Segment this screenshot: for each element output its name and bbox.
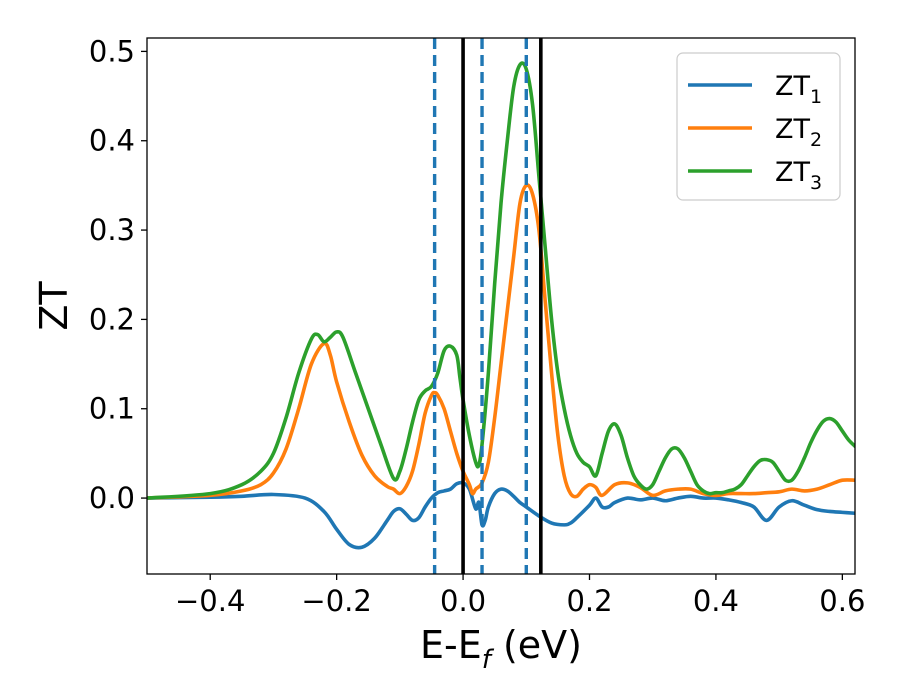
legend-label-1: ZT1 (775, 71, 822, 108)
x-axis-label-base: E-E (420, 623, 482, 667)
plot-frame (146, 37, 856, 575)
y-tick-label: 0.1 (89, 392, 135, 426)
x-axis-label: E-Ef (eV) (420, 623, 582, 675)
x-tick-label: −0.4 (175, 584, 245, 618)
series-line-1 (147, 480, 855, 550)
legend-label-base: ZT (775, 71, 810, 102)
x-tick-label: 0.0 (440, 584, 486, 618)
legend-label-base: ZT (775, 114, 810, 145)
y-tick-label: 0.2 (89, 302, 135, 336)
y-tick-label: 0.3 (89, 213, 135, 247)
legend-label-subscript: 2 (810, 129, 822, 151)
legend-label-base: ZT (775, 157, 810, 188)
legend-box (676, 52, 841, 201)
legend-label-subscript: 1 (810, 86, 822, 108)
legend-label-2: ZT2 (775, 114, 822, 151)
legend-label-subscript: 3 (810, 172, 822, 194)
x-axis-ticks: −0.4 −0.2 0.0 0.2 0.4 0.6 (175, 574, 865, 618)
x-axis-label-unit: (eV) (491, 623, 582, 667)
series-layer (147, 61, 855, 550)
y-axis-ticks: 0.0 0.1 0.2 0.3 0.4 0.5 (89, 34, 147, 515)
series-line-2 (147, 183, 855, 500)
y-axis-label: ZT (32, 281, 76, 331)
x-tick-label: 0.2 (566, 584, 612, 618)
y-tick-label: 0.5 (89, 34, 135, 68)
x-tick-label: 0.4 (693, 584, 739, 618)
y-tick-label: 0.0 (89, 481, 135, 515)
legend-label-3: ZT3 (775, 157, 822, 194)
x-tick-label: 0.6 (819, 584, 865, 618)
y-tick-label: 0.4 (89, 124, 135, 158)
reference-lines (432, 38, 543, 574)
x-tick-label: −0.2 (301, 584, 371, 618)
series-line-3 (147, 61, 855, 500)
